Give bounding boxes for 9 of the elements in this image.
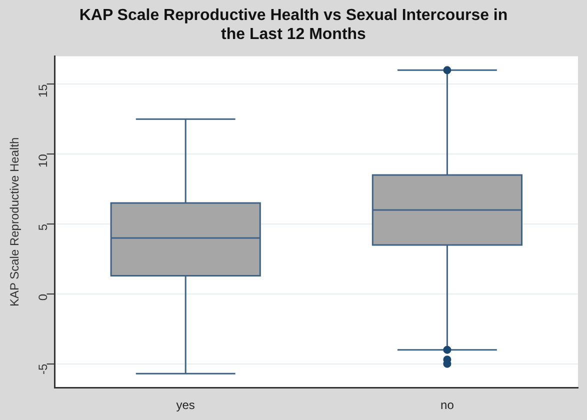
y-tick-label: -5 — [36, 364, 50, 374]
y-tick-label: 0 — [36, 294, 50, 301]
chart-title: KAP Scale Reproductive Health vs Sexual Intercourse in the Last 12 Months — [78, 6, 509, 44]
y-axis-title: KAP Scale Reproductive Health — [8, 137, 22, 307]
y-tick-label: 5 — [36, 224, 50, 231]
y-tick-label: 15 — [36, 84, 50, 98]
y-tick-label: 10 — [36, 154, 50, 168]
x-tick-label: no — [440, 398, 454, 412]
x-tick-label: yes — [176, 398, 195, 412]
